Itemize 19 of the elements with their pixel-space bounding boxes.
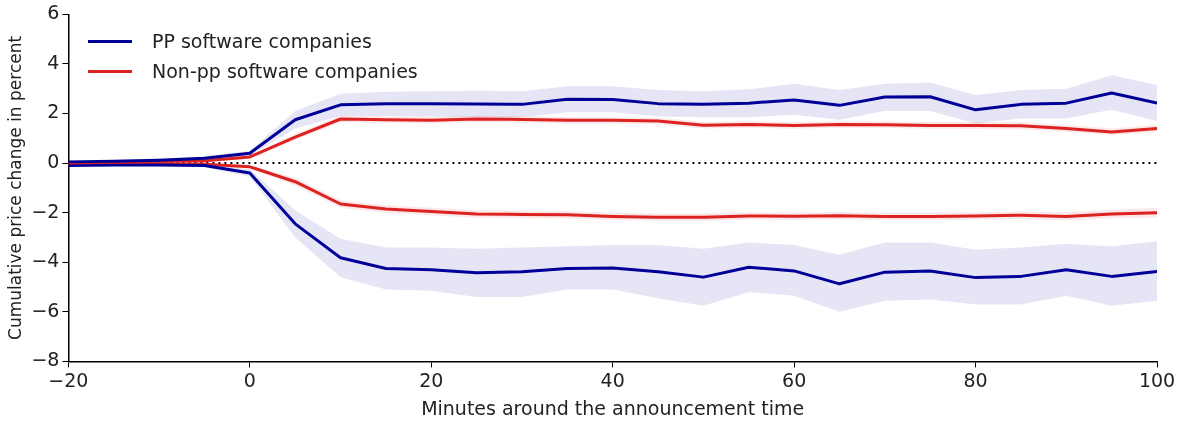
x-tick-label: 0 bbox=[243, 368, 256, 391]
x-axis-title: Minutes around the announcement time bbox=[421, 396, 805, 419]
y-tick-label: 6 bbox=[47, 1, 60, 24]
y-tick-label: −2 bbox=[31, 199, 60, 222]
y-tick-label: −4 bbox=[31, 249, 60, 272]
x-tick-label: 60 bbox=[782, 368, 807, 391]
y-tick-label: 4 bbox=[47, 50, 60, 73]
legend-label: PP software companies bbox=[152, 30, 372, 52]
y-tick-label: 2 bbox=[47, 100, 60, 123]
y-tick-label: 0 bbox=[47, 150, 60, 173]
x-tick-label: 40 bbox=[600, 368, 625, 391]
x-tick-label: 20 bbox=[419, 368, 444, 391]
x-tick-label: −20 bbox=[48, 368, 89, 391]
y-axis-title: Cumulative price change in percent bbox=[4, 35, 25, 340]
y-tick-label: −6 bbox=[31, 298, 60, 321]
x-tick-label: 100 bbox=[1138, 368, 1176, 391]
y-tick-label: −8 bbox=[31, 348, 60, 371]
legend-label: Non-pp software companies bbox=[152, 60, 418, 82]
x-tick-label: 80 bbox=[963, 368, 988, 391]
